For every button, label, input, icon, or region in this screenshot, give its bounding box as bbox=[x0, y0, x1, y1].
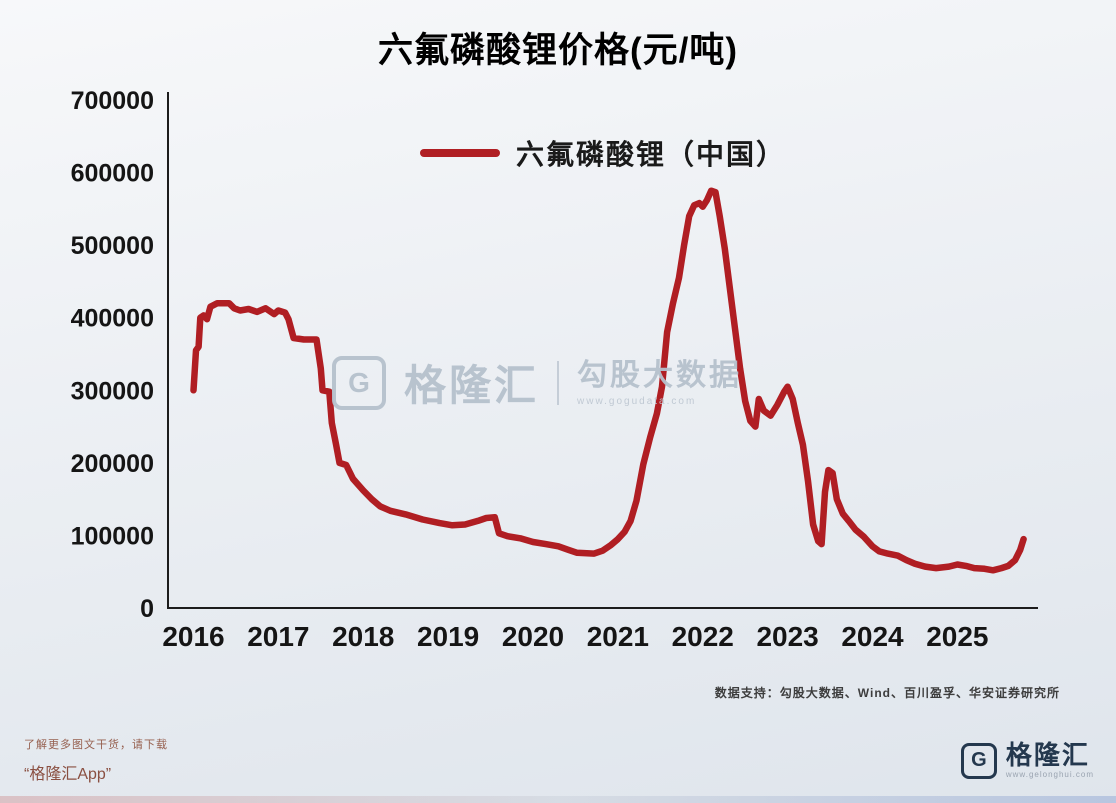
x-tick-label: 2016 bbox=[162, 621, 224, 652]
data-source-note: 数据支持：勾股大数据、Wind、百川盈孚、华安证券研究所 bbox=[714, 686, 1060, 700]
bottom-edge-glow bbox=[0, 796, 1116, 803]
brand-logo-url: www.gelonghui.com bbox=[1005, 770, 1094, 780]
promo-line1: 了解更多图文干货，请下载 bbox=[24, 739, 168, 751]
x-tick-label: 2025 bbox=[926, 621, 988, 652]
chart-legend: 六氟磷酸锂（中国） bbox=[168, 133, 1038, 173]
promo-note: 了解更多图文干货，请下载 “格隆汇App” bbox=[24, 736, 168, 784]
watermark-brand: 格隆汇 bbox=[404, 362, 540, 409]
brand-logo-name: 格隆汇 bbox=[1005, 740, 1090, 770]
brand-logo: G 格隆汇 www.gelonghui.com bbox=[960, 740, 1094, 780]
watermark: G 格隆汇 勾股大数据 www.gogudata.com bbox=[332, 352, 742, 413]
watermark-tagline: 勾股大数据 bbox=[577, 358, 743, 392]
y-tick-label: 300000 bbox=[71, 377, 154, 405]
x-tick-label: 2019 bbox=[417, 621, 479, 652]
brand-logo-letter: G bbox=[971, 749, 987, 772]
y-tick-label: 600000 bbox=[71, 160, 154, 188]
brand-logo-icon: G bbox=[960, 742, 997, 779]
x-tick-label: 2024 bbox=[841, 621, 904, 652]
watermark-logo-letter: G bbox=[348, 366, 370, 398]
legend-line-swatch bbox=[419, 149, 500, 157]
x-tick-label: 2020 bbox=[502, 621, 564, 652]
y-tick-label: 200000 bbox=[71, 450, 154, 478]
page-title: 六氟磷酸锂价格(元/吨) bbox=[377, 31, 739, 70]
x-tick-label: 2017 bbox=[247, 621, 309, 652]
watermark-logo-icon: G bbox=[332, 355, 386, 410]
x-tick-label: 2021 bbox=[587, 621, 649, 652]
watermark-url: www.gogudata.com bbox=[577, 395, 697, 407]
y-tick-label: 400000 bbox=[71, 305, 154, 333]
x-tick-label: 2018 bbox=[332, 621, 394, 652]
price-line bbox=[190, 187, 1027, 574]
watermark-divider bbox=[557, 360, 560, 405]
x-tick-label: 2022 bbox=[672, 621, 734, 652]
axes bbox=[167, 92, 1038, 609]
y-tick-label: 100000 bbox=[71, 522, 154, 550]
y-tick-label: 700000 bbox=[71, 87, 154, 115]
promo-app-name: “格隆汇App” bbox=[24, 766, 112, 783]
legend-label: 六氟磷酸锂（中国） bbox=[515, 140, 786, 171]
y-tick-label: 0 bbox=[140, 595, 154, 623]
x-tick-label: 2023 bbox=[756, 621, 818, 652]
y-tick-label: 500000 bbox=[71, 232, 154, 260]
